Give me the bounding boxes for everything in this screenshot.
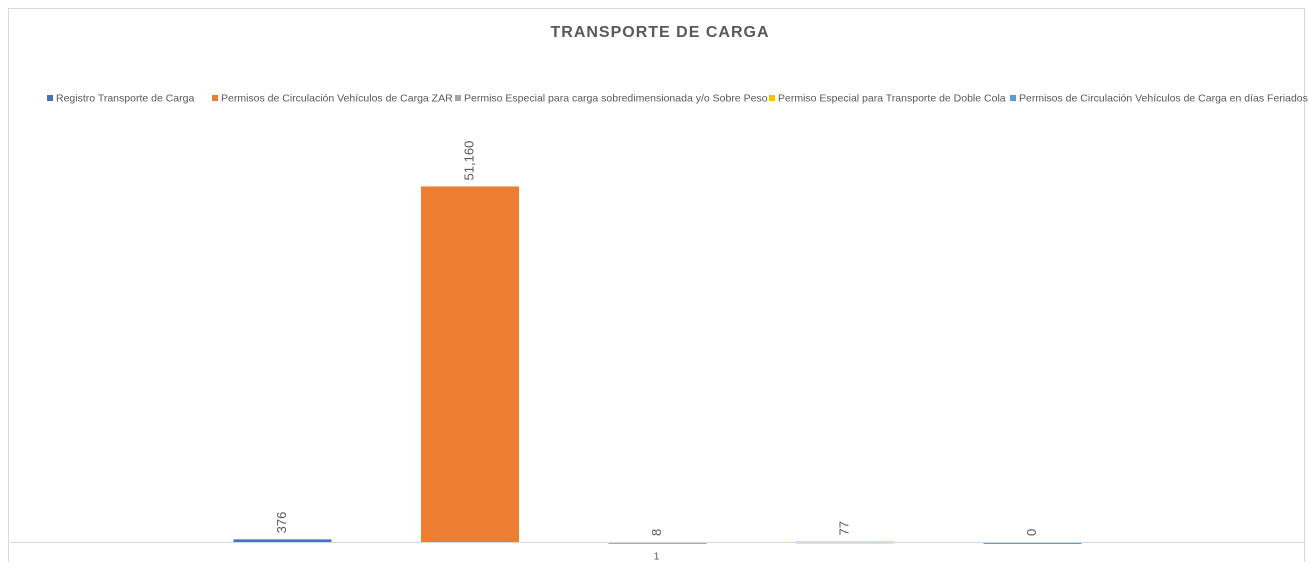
legend-label: Registro Transporte de Carga [56,92,194,104]
legend-label: Permisos de Circulación Vehículos de Car… [1019,92,1308,104]
chart-title: TRANSPORTE DE CARGA [550,24,769,41]
legend-swatch [1010,95,1016,101]
legend-swatch [455,95,461,101]
x-tick-label: 1 [654,552,660,562]
data-label: 51,160 [461,141,476,181]
data-label: 77 [836,521,851,535]
legend-swatch [769,95,775,101]
legend-swatch [212,95,218,101]
legend-label: Permiso Especial para Transporte de Dobl… [778,92,1006,104]
bar [421,186,519,543]
chart-border [8,8,1305,567]
legend-label: Permisos de Circulación Vehículos de Car… [221,92,453,104]
data-label: 8 [649,529,664,536]
legend-swatch [47,95,53,101]
data-label: 0 [1024,529,1039,536]
data-label: 376 [274,512,289,534]
bar [233,539,332,542]
legend-label: Permiso Especial para carga sobredimensi… [464,92,768,104]
